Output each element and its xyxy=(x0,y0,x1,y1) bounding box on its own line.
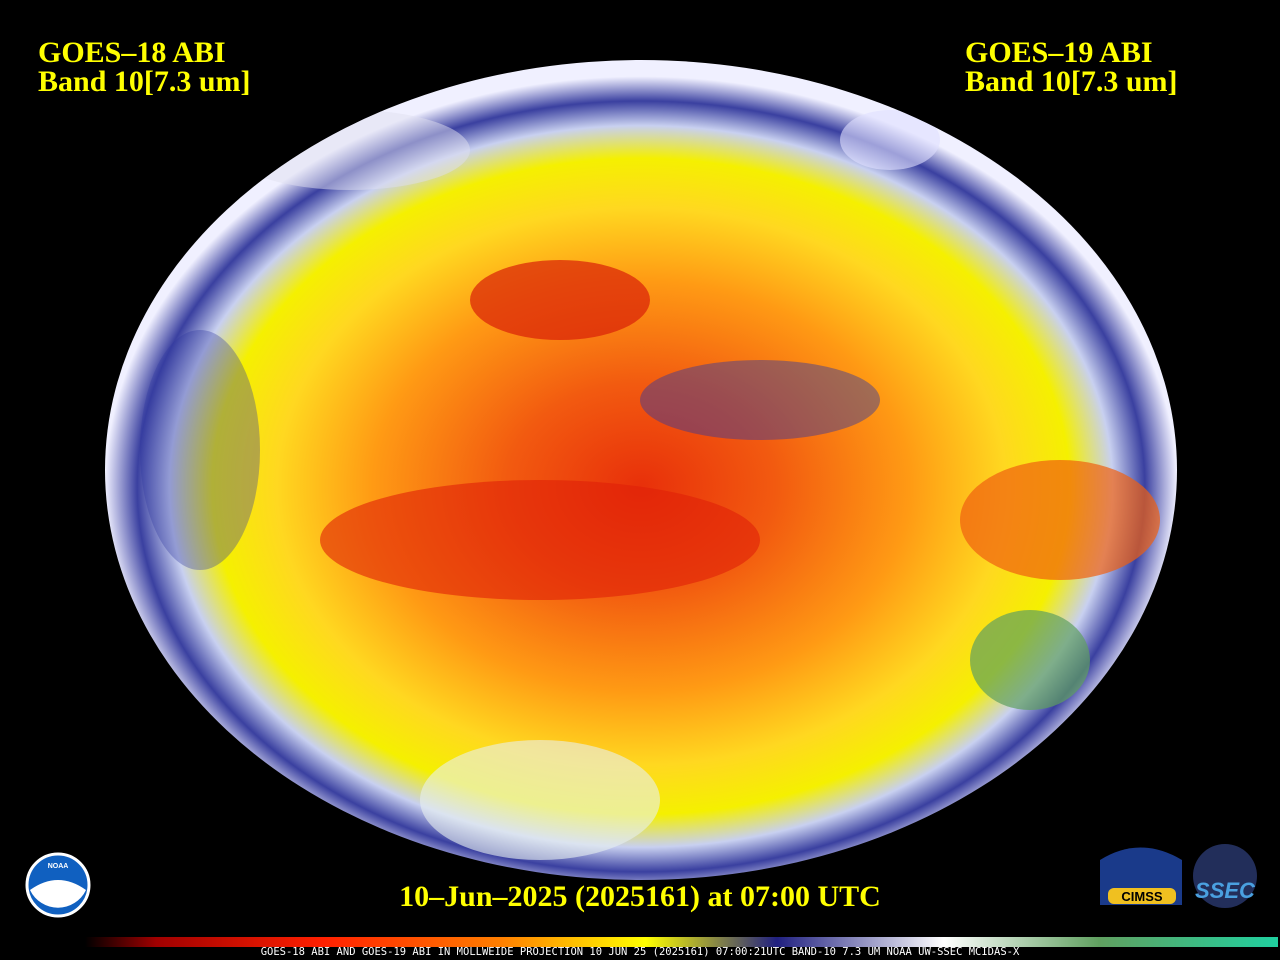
timestamp: 10–Jun–2025 (2025161) at 07:00 UTC xyxy=(399,880,881,913)
globe xyxy=(105,60,1177,880)
color-bar xyxy=(85,937,1278,947)
left-satellite: GOES–18 ABI xyxy=(38,36,226,69)
right-satellite: GOES–19 ABI xyxy=(965,36,1153,69)
ssec-text: SSEC xyxy=(1195,878,1256,903)
cimss-logo: CIMSS xyxy=(1100,847,1182,905)
cimss-text: CIMSS xyxy=(1121,889,1163,904)
cloud-features xyxy=(140,110,1160,860)
right-band: Band 10[7.3 um] xyxy=(965,65,1178,98)
noaa-logo: NOAA xyxy=(25,852,91,918)
footer-caption: GOES-18 ABI AND GOES-19 ABI IN MOLLWEIDE… xyxy=(261,946,1020,958)
noaa-text: NOAA xyxy=(48,863,69,870)
left-band: Band 10[7.3 um] xyxy=(38,65,251,98)
ssec-logo: SSEC xyxy=(1193,844,1257,908)
